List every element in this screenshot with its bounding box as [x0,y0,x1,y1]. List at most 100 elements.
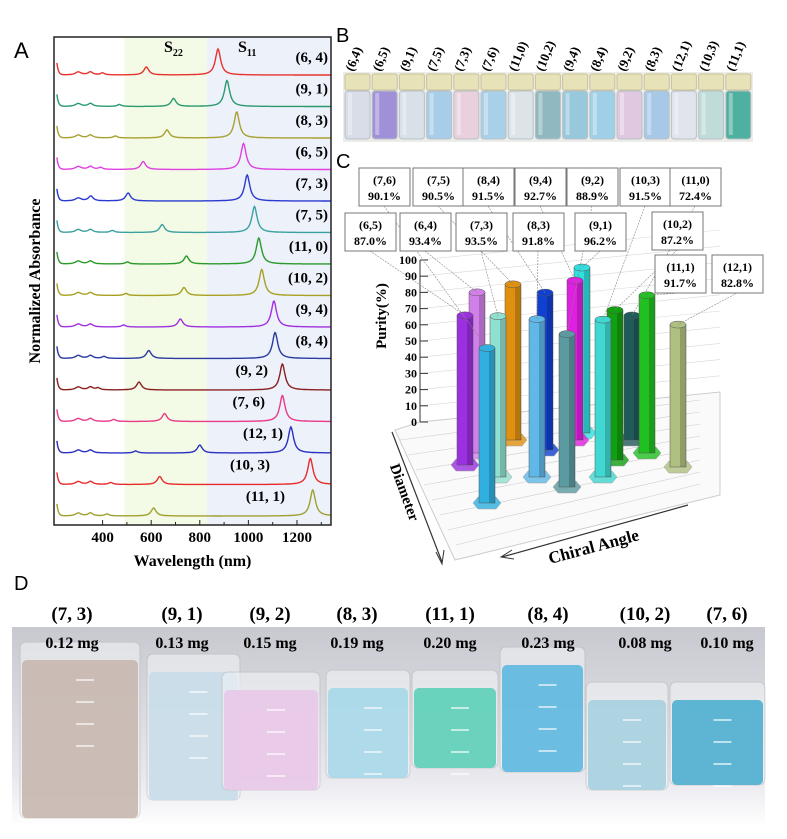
series-label: (8, 4) [296,334,329,350]
vial-cap [616,73,643,91]
beaker-chirality-label: (7, 6) [706,604,747,625]
vial-cap [453,73,480,91]
purity-label-value: 72.4% [679,189,712,203]
bar-shade [489,348,495,503]
vial-label: (9,4) [559,44,582,73]
series-label: (8, 3) [296,113,329,129]
purity-label-box [669,167,722,207]
bar-shade [515,284,521,440]
x-axis-title: Wavelength (nm) [134,553,252,570]
bar-shade [500,316,506,477]
vial [534,90,561,140]
purity-label-chirality: (10,3) [631,173,660,187]
vial-highlight [565,93,570,135]
floor-grid-line [455,483,701,546]
vial [616,90,643,140]
y-tick-label: 40 [405,350,417,364]
leader-line [602,205,646,320]
vial-highlight [701,93,706,135]
purity-label-chirality: (7,3) [470,218,493,232]
purity-label-value: 93.4% [409,234,442,248]
bar-shade [680,324,686,467]
bar-shade [569,334,575,487]
diameter-arrowhead-icon [435,549,445,566]
s11-label: S11 [238,39,256,59]
vial-highlight [728,93,733,135]
vial-label: (9,1) [396,44,419,73]
purity-label-value: 91.7% [664,276,697,290]
vial-cap [725,73,752,91]
beaker-chirality-label: (8, 4) [527,604,568,625]
leader-line [614,249,678,311]
vial [698,90,725,140]
vial-highlight [429,93,434,135]
panel-c-purity-3d-bars: 0 10 20 30 40 50 60 70 80 90 100 Purity(%) (6,5) 87.0… [344,167,764,568]
bar-shade [634,315,640,440]
spectrum-line [56,394,331,423]
vial-label: (11,1) [723,39,748,73]
spectrum-line [56,173,331,202]
beaker-liquid [588,700,666,790]
purity-label-box [455,212,508,252]
s22-band [124,37,208,525]
leader-line [424,250,478,293]
vial [507,90,534,140]
vial-cap [562,73,589,91]
series-label: (11, 0) [289,239,328,255]
purity-label-box [514,167,567,207]
panel-label-c: C [336,151,350,173]
series-label: (10, 2) [288,271,328,287]
vial-label: (8,4) [587,44,610,73]
panel-label-d: D [14,573,28,595]
vial-cap [344,73,371,91]
purity-label-box [344,212,397,252]
purity-label-box [358,167,411,207]
vial-cap [670,73,697,91]
spectrum-line [56,79,331,108]
purity-label-chirality: (7,5) [427,173,450,187]
beaker-chirality-label: (9, 1) [161,604,202,625]
spectrum-line [56,331,331,360]
x-tick-label: 400 [91,530,114,546]
x-tick-label: 600 [140,530,163,546]
leader-line [480,250,499,317]
panel-b-vials-photo: (6,4) (6,5) (9,1) (7,5) (7,3) (7,6) (11,0) (10,… [342,38,753,142]
purity-label-box [566,167,619,207]
purity-label-chirality: (7,6) [373,173,396,187]
spectrum-line [56,457,331,486]
vial-cap [398,73,425,91]
vial [643,90,670,140]
series-label: (6, 4) [296,50,329,66]
purity-label-chirality: (12,1) [723,260,752,274]
purity-label-box [574,212,627,252]
vial-label: (9,2) [614,44,637,73]
spectrum-line [56,142,331,171]
leader-line [646,292,681,296]
s11-band [207,37,331,525]
series-label: (6, 5) [296,145,329,161]
x-tick-label: 800 [189,530,212,546]
y-tick-label: 60 [405,318,417,332]
bar-shade [577,280,583,440]
purity-label-chirality: (9,1) [589,218,612,232]
purity-label-value: 90.5% [422,189,455,203]
series-label: (11, 1) [246,489,285,505]
leader-line [581,250,601,268]
spectrum-line [56,425,331,454]
vial-highlight [348,93,352,135]
vial-highlight [647,93,652,135]
chiral-arrowhead-icon [499,549,515,560]
vial-label: (11,0) [505,39,530,73]
bar-shade [617,310,623,460]
vial-label: (7,5) [423,44,446,73]
bar-shade [584,267,590,433]
y-tick-label: 0 [411,415,417,429]
panel-label-b: B [336,25,349,47]
vial [426,90,453,140]
purity-label-value: 96.2% [584,234,617,248]
beaker-mass-label: 0.20 mg [423,635,476,652]
purity-label-value: 87.2% [661,233,694,247]
spectrum-line [56,236,331,265]
series-label: (7, 6) [233,395,266,411]
